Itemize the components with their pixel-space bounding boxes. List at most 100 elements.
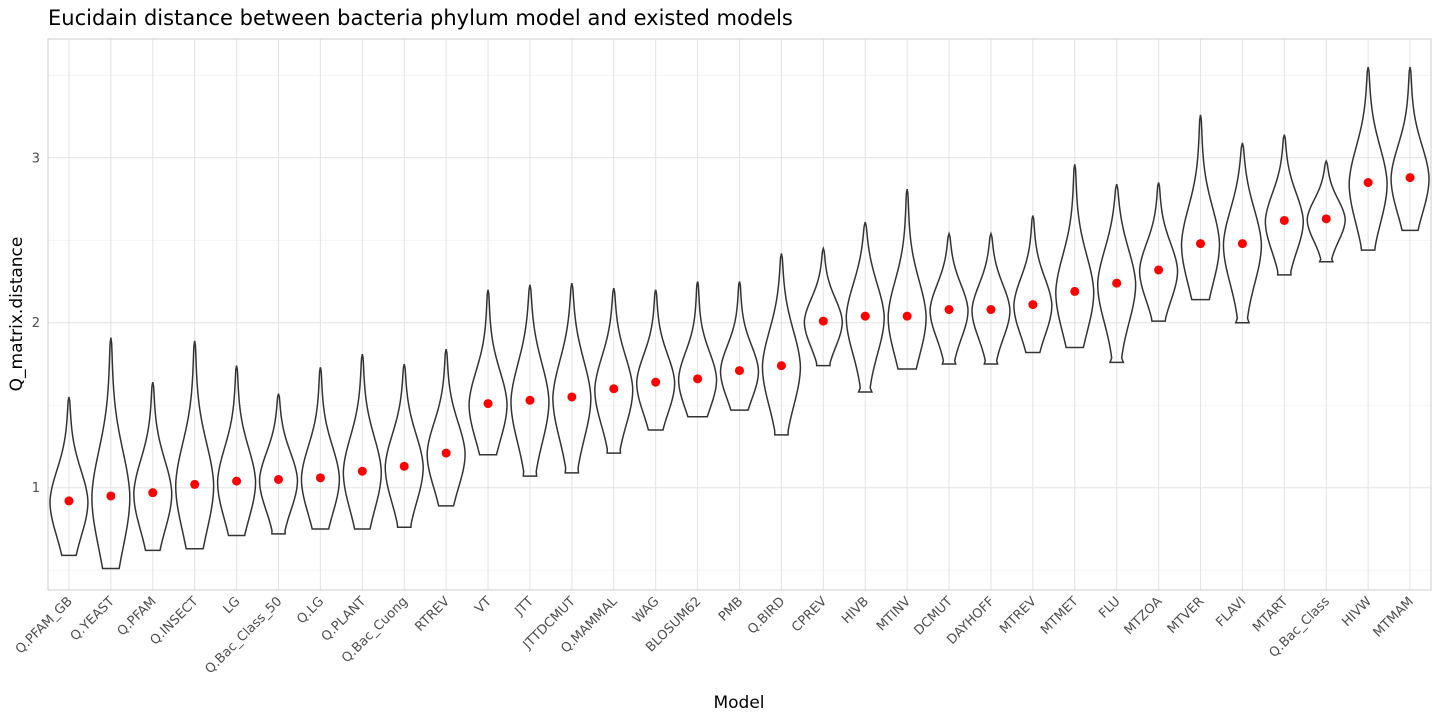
violins-layer — [49, 66, 1430, 570]
mean-point — [651, 377, 661, 387]
violin-wag — [635, 289, 676, 431]
mean-point — [776, 361, 786, 371]
x-tick-label: LG — [221, 594, 244, 617]
violin-lg — [216, 365, 257, 537]
violin-mtinv — [887, 188, 927, 370]
y-tick-label: 1 — [32, 481, 40, 496]
violin-q-insect — [174, 340, 215, 550]
mean-point — [1154, 265, 1164, 275]
violin-mtzoa — [1138, 182, 1179, 322]
mean-point — [232, 476, 242, 486]
mean-point — [148, 488, 158, 498]
mean-point — [274, 474, 283, 484]
violin-jtt — [510, 284, 550, 477]
mean-point — [860, 311, 870, 321]
violin-q-bac-cuong — [384, 363, 424, 529]
mean-point — [357, 466, 367, 476]
y-axis-title: Q_matrix.distance — [7, 237, 27, 392]
mean-point — [986, 305, 996, 315]
mean-point — [1321, 214, 1331, 224]
mean-point — [525, 395, 535, 405]
violin-mtmam — [1390, 66, 1430, 232]
violin-rtrev — [426, 348, 466, 507]
violin-jttdcmut — [552, 283, 592, 474]
x-tick-label: FLU — [1096, 594, 1123, 621]
mean-point — [1028, 300, 1038, 310]
x-tick-label: MTMAM — [1371, 594, 1417, 640]
x-tick-label: RTREV — [413, 594, 453, 634]
mean-point — [190, 479, 200, 489]
violin-q-yeast — [91, 337, 131, 570]
violin-q-pfam — [133, 381, 173, 552]
violin-mtmet — [1055, 164, 1095, 349]
x-tick-label: WAG — [630, 594, 662, 626]
y-tick-labels: 1 2 3 — [32, 151, 40, 496]
violin-flavi — [1222, 142, 1263, 324]
mean-point — [315, 473, 325, 483]
grid-lines — [48, 39, 1431, 590]
x-tick-label: Q.YEAST — [68, 594, 118, 644]
violin-dcmut — [929, 231, 969, 365]
violin-blosum62 — [677, 281, 718, 418]
violin-q-bird — [761, 253, 802, 436]
mean-point — [399, 461, 409, 471]
mean-point — [1070, 286, 1080, 296]
mean-point — [609, 384, 619, 394]
mean-point — [735, 366, 744, 376]
violin-cprev — [803, 245, 844, 367]
violin-q-bac-class — [1306, 159, 1346, 263]
violin-vt — [468, 289, 508, 456]
x-tick-label: CPREV — [789, 594, 830, 635]
x-tick-label: MTART — [1250, 594, 1291, 635]
mean-point — [693, 374, 703, 384]
x-tick-label: MTINV — [874, 594, 914, 634]
x-tick-label: Q.Bac_Class_50 — [202, 594, 285, 677]
mean-point — [106, 491, 116, 501]
violin-q-mammal — [594, 287, 634, 454]
x-tick-label: Q.BIRD — [745, 594, 788, 637]
violin-pmb — [719, 281, 760, 411]
violin-q-plant — [342, 353, 383, 530]
chart-title: Eucidain distance between bacteria phylu… — [48, 6, 793, 30]
x-tick-label: HIVW — [1339, 594, 1375, 630]
mean-point — [483, 399, 493, 409]
violin-flu — [1097, 183, 1137, 364]
violin-mtart — [1264, 134, 1305, 276]
x-tick-label: JTT — [512, 594, 537, 619]
x-axis-title: Model — [713, 693, 764, 713]
x-tick-label: Q.PFAM_GB — [13, 594, 76, 657]
mean-point — [818, 316, 828, 326]
x-tick-label: MTVER — [1165, 594, 1208, 637]
mean-point — [1112, 278, 1122, 288]
x-tick-label: HIVB — [839, 594, 872, 627]
violin-mtver — [1180, 114, 1221, 301]
violin-mtrev — [1013, 215, 1053, 354]
x-tick-label: VT — [472, 594, 495, 617]
x-tick-label: Q.LG — [294, 594, 327, 627]
mean-point — [1196, 239, 1205, 249]
x-tick-label: MTMET — [1038, 594, 1082, 638]
means-layer — [64, 173, 1415, 506]
x-tick-label: PMB — [716, 594, 746, 624]
x-tick-label: MTREV — [997, 594, 1040, 637]
violin-hivb — [845, 221, 885, 393]
mean-point — [1363, 178, 1373, 188]
y-tick-label: 2 — [32, 316, 40, 331]
mean-point — [441, 448, 451, 458]
violin-dayhoff — [971, 231, 1011, 365]
y-tick-label: 3 — [32, 151, 40, 166]
violin-q-pfam-gb — [49, 396, 89, 557]
violin-q-bac-class-50 — [258, 393, 299, 535]
mean-point — [1279, 215, 1289, 225]
x-tick-label: FLAVI — [1213, 594, 1249, 630]
violin-hivw — [1348, 66, 1388, 251]
mean-point — [944, 305, 954, 315]
plot-panel — [47, 38, 1432, 591]
mean-point — [64, 496, 74, 506]
mean-point — [1237, 239, 1247, 249]
mean-point — [567, 392, 577, 402]
mean-point — [1405, 173, 1415, 183]
x-tick-label: MTZOA — [1122, 594, 1166, 638]
